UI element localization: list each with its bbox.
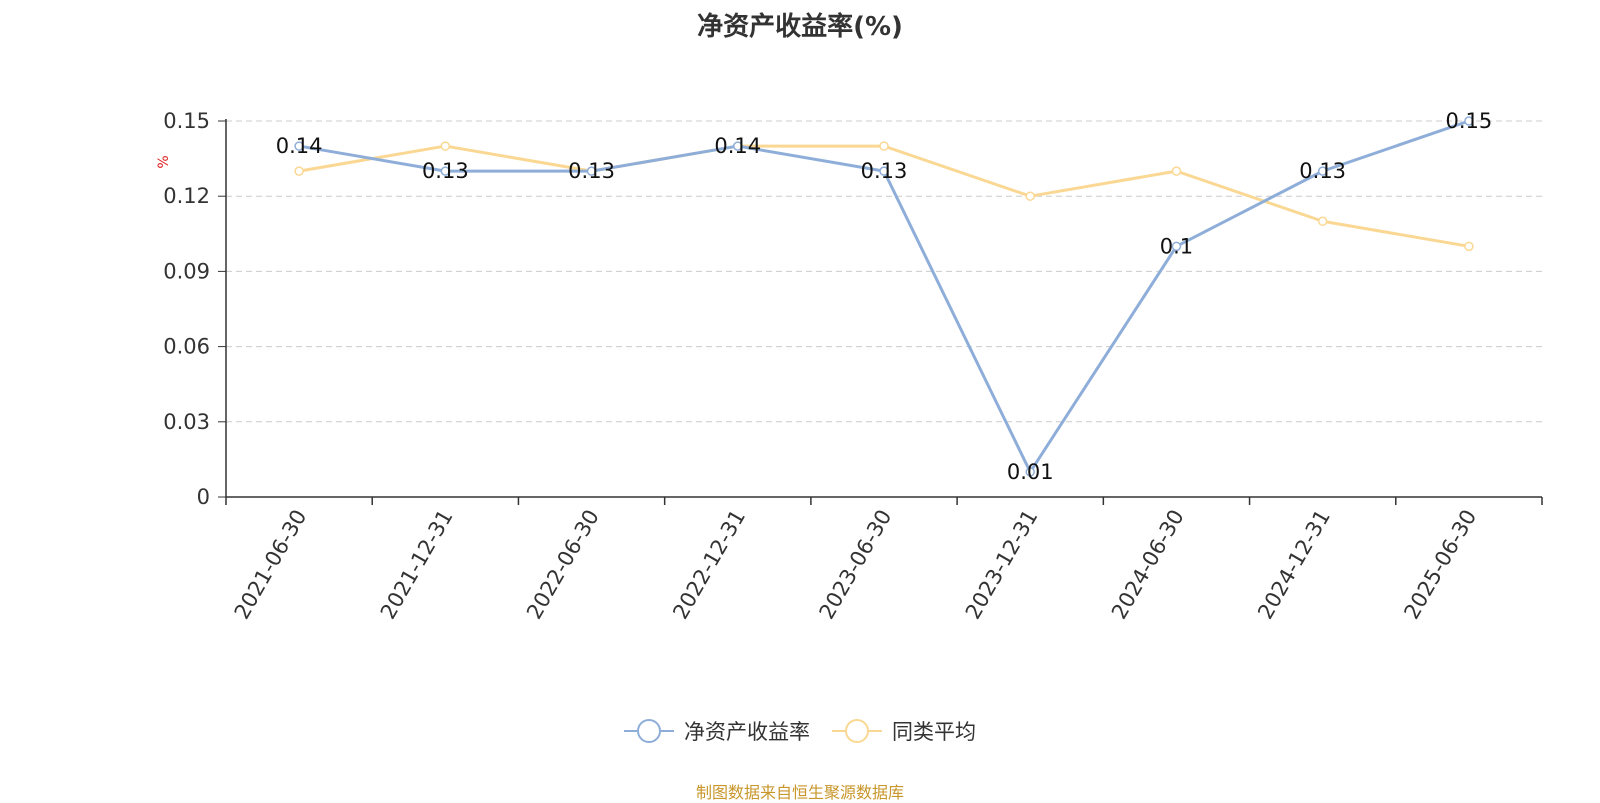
point-avg: [1025, 191, 1035, 201]
data-label: 0.14: [276, 134, 323, 158]
point-roe: [586, 166, 597, 176]
point-roe: [879, 166, 889, 176]
legend-avg-circle-icon: [832, 719, 882, 743]
x-tick-label: 2021-06-30: [230, 506, 312, 624]
legend-item-roe[interactable]: 净资产收益率: [624, 716, 810, 746]
axes: 0 0.03 0.06 0.09 0.12 0.15% 2021-06-30 2021-12-…: [156, 109, 1543, 624]
point-avg: [1464, 241, 1474, 252]
x-tick-label: 2022-06-30: [522, 506, 604, 624]
data-label: 0.13: [1299, 159, 1346, 183]
y-tick-label: 0.12: [163, 184, 210, 208]
x-tick-label: 2025-06-30: [1399, 506, 1481, 624]
line-chart: 0 0.03 0.06 0.09 0.12 0.15% 2021-06-30 2021-12-…: [156, 109, 1543, 624]
data-label: 0.01: [1007, 460, 1054, 484]
point-avg: [879, 141, 889, 151]
data-label: 0.15: [1446, 109, 1493, 133]
data-label: 0.1: [1160, 234, 1193, 258]
y-tick-label: 0.03: [163, 410, 210, 434]
point-roe: [1317, 166, 1328, 176]
x-tick-label: 2022-12-31: [668, 506, 750, 624]
legend-roe-label: 净资产收益率: [684, 720, 810, 744]
legend-roe-circle-icon: [624, 719, 674, 743]
y-tick-label: 0.06: [163, 335, 210, 359]
data-labels: 0.14 0.13 0.13 0.14 0.13 0.01 0.1 0.13 0.15: [276, 109, 1493, 484]
point-roe: [440, 166, 451, 176]
point-roe: [1464, 116, 1474, 126]
x-tick-label: 2021-12-31: [376, 506, 458, 624]
y-tick-label: 0.09: [163, 259, 210, 283]
x-tick-label: 2024-12-31: [1253, 506, 1335, 624]
source-note: 制图数据来自恒生聚源数据库: [695, 783, 904, 802]
point-roe: [294, 141, 304, 151]
x-tick-label: 2023-06-30: [815, 506, 897, 624]
data-label: 0.13: [568, 159, 615, 183]
data-label: 0.13: [422, 159, 469, 183]
chart-title: 净资产收益率(%): [697, 12, 903, 42]
point-avg: [294, 166, 304, 176]
y-tick-label: 0.15: [163, 109, 210, 133]
data-label: 0.13: [861, 159, 908, 183]
legend-item-avg[interactable]: 同类平均: [832, 716, 976, 746]
point-avg: [1171, 166, 1182, 176]
point-roe: [1171, 241, 1182, 252]
point-roe: [1025, 467, 1035, 477]
x-tick-label: 2024-06-30: [1107, 506, 1189, 624]
legend: 净资产收益率 同类平均: [0, 716, 1600, 746]
x-tick-label: 2023-12-31: [961, 506, 1043, 624]
y-axis-label: %: [156, 155, 172, 168]
point-avg: [440, 141, 451, 151]
data-label: 0.14: [714, 134, 761, 158]
point-roe: [733, 141, 743, 151]
y-tick-label: 0: [197, 485, 210, 509]
legend-avg-label: 同类平均: [892, 720, 976, 744]
series-lines: [294, 116, 1474, 477]
point-avg: [1317, 216, 1328, 227]
